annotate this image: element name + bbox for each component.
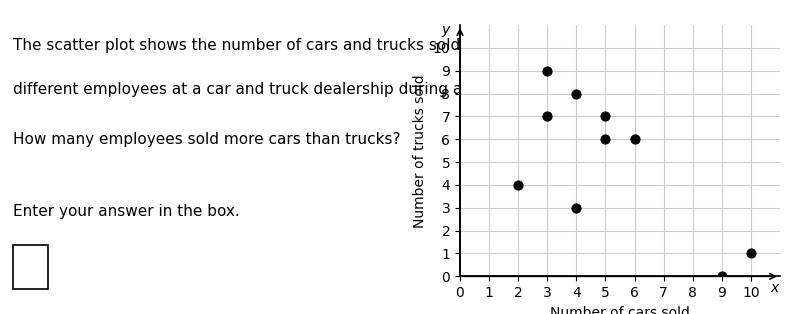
Text: x: x [770, 281, 778, 295]
Point [570, 205, 582, 210]
Point [512, 182, 525, 187]
Text: different employees at a car and truck dealership during a month.: different employees at a car and truck d… [13, 82, 522, 97]
Text: The scatter plot shows the number of cars and trucks sold by 10: The scatter plot shows the number of car… [13, 38, 508, 53]
Point [745, 251, 758, 256]
Point [599, 114, 612, 119]
X-axis label: Number of cars sold: Number of cars sold [550, 306, 690, 314]
Text: y: y [442, 23, 450, 37]
Point [541, 68, 554, 73]
Y-axis label: Number of trucks sold: Number of trucks sold [413, 74, 427, 228]
Point [599, 137, 612, 142]
Text: How many employees sold more cars than trucks?: How many employees sold more cars than t… [13, 132, 401, 147]
Point [628, 137, 641, 142]
Text: Enter your answer in the box.: Enter your answer in the box. [13, 204, 240, 219]
Point [570, 91, 582, 96]
Point [715, 274, 728, 279]
FancyBboxPatch shape [13, 245, 47, 289]
Point [541, 114, 554, 119]
